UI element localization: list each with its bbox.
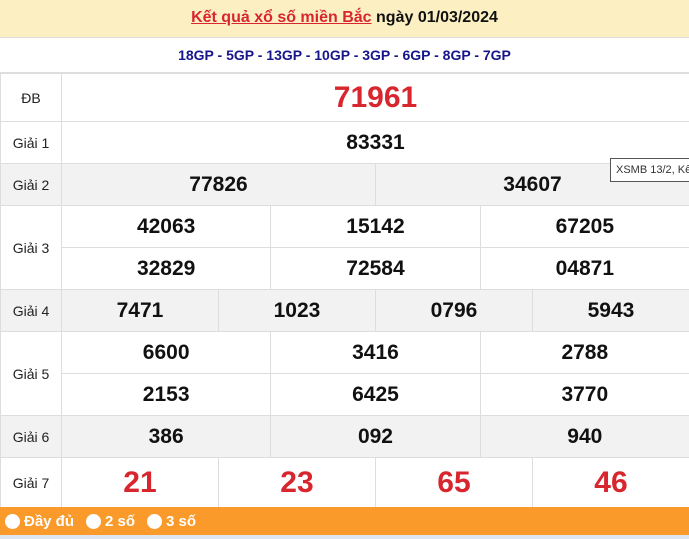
prize-row-db: ĐB 71961: [0, 73, 689, 122]
prize-row-g4: Giải 4 7471 1023 0796 5943: [0, 289, 689, 332]
prize-number: 3770: [479, 373, 689, 416]
prize-number: 0796: [374, 289, 533, 332]
prize-label: Giải 6: [0, 415, 62, 458]
option-3-digits-label: 3 số: [166, 512, 197, 530]
option-2-digits[interactable]: 2 số: [86, 513, 135, 530]
prize-number: 2788: [479, 331, 689, 374]
prize-label: Giải 4: [0, 289, 62, 332]
prize-number: 65: [374, 457, 533, 508]
results-title-link[interactable]: Kết quả xổ số miền Bắc: [191, 9, 372, 26]
prize-number: 5943: [531, 289, 689, 332]
prize-label: Giải 2: [0, 163, 62, 206]
radio-icon[interactable]: [5, 513, 20, 529]
prize-row-g7: Giải 7 21 23 65 46: [0, 457, 689, 508]
prize-number: 940: [479, 415, 689, 458]
prize-number: 46: [531, 457, 689, 508]
draw-codes: 18GP - 5GP - 13GP - 10GP - 3GP - 6GP - 8…: [0, 38, 689, 73]
prize-number: 6600: [60, 331, 272, 374]
prize-number: 77826: [61, 163, 376, 206]
prize-row-g6: Giải 6 386 092 940: [0, 415, 689, 458]
prize-row-g5b: 2153 6425 3770: [1, 373, 689, 416]
prize-number: 23: [217, 457, 376, 508]
prize-row-g3: Giải 3 42063 15142 67205: [0, 205, 689, 290]
prize-number: 72584: [270, 247, 481, 290]
prize-number: 386: [60, 415, 272, 458]
prize-number: 1023: [217, 289, 376, 332]
prize-number: 6425: [270, 373, 481, 416]
prize-number: 83331: [61, 121, 689, 164]
prize-row-g2: Giải 2 77826 34607: [0, 163, 689, 206]
prize-number: 71961: [61, 73, 689, 122]
next-section-edge: [0, 535, 689, 539]
prize-number: 15142: [270, 205, 481, 248]
prize-label: Giải 3: [0, 205, 62, 290]
radio-icon[interactable]: [86, 513, 102, 529]
option-2-digits-label: 2 số: [105, 512, 136, 530]
prize-number: 2153: [60, 373, 272, 416]
prize-label: ĐB: [0, 73, 62, 122]
results-header: Kết quả xổ số miền Bắc ngày 01/03/2024: [0, 0, 689, 38]
prize-row-g5: Giải 5 6600 3416 2788: [0, 331, 689, 416]
option-full-label: Đầy đủ: [24, 512, 75, 530]
tooltip: XSMB 13/2, Kết: [610, 158, 689, 182]
option-full[interactable]: Đầy đủ: [5, 513, 74, 530]
prize-number: 42063: [60, 205, 272, 248]
option-3-digits[interactable]: 3 số: [147, 513, 196, 530]
prize-row-g1: Giải 1 83331: [0, 121, 689, 164]
prize-label: Giải 1: [0, 121, 62, 164]
prize-number: 67205: [479, 205, 689, 248]
radio-icon[interactable]: [147, 513, 163, 529]
prize-number: 3416: [270, 331, 481, 374]
prize-number: 32829: [60, 247, 272, 290]
prize-number: 21: [61, 457, 219, 508]
prize-label: Giải 5: [0, 331, 62, 416]
results-table: ĐB 71961 Giải 1 83331 Giải 2 77826 34607 Giả…: [0, 73, 689, 508]
display-options: Đầy đủ 2 số 3 số: [0, 507, 689, 535]
prize-row-g3b: 32829 72584 04871: [1, 247, 689, 290]
results-date: ngày 01/03/2024: [376, 9, 498, 26]
prize-number: 092: [270, 415, 481, 458]
prize-label: Giải 7: [0, 457, 62, 508]
prize-number: 04871: [479, 247, 689, 290]
prize-number: 7471: [61, 289, 219, 332]
